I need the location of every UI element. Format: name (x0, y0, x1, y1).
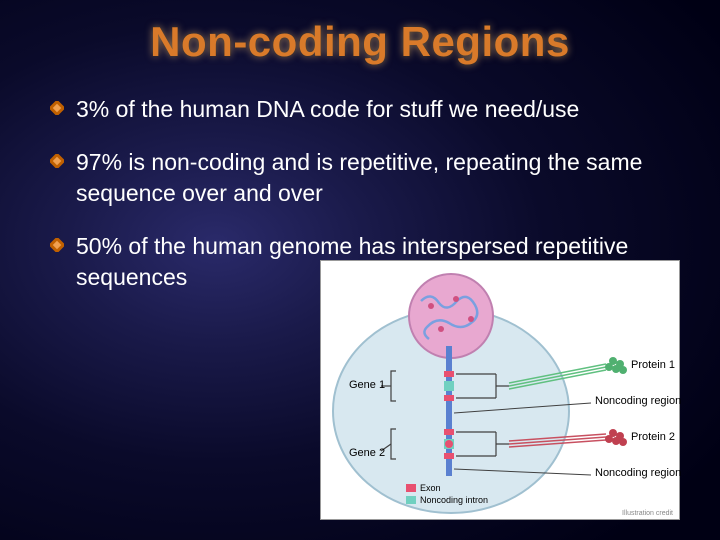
slide-title: Non-coding Regions (0, 0, 720, 66)
bullet-icon (50, 101, 64, 120)
protein1-label: Protein 1 (631, 359, 675, 371)
noncoding2-label: Noncoding region (595, 467, 681, 479)
bullet-text: 3% of the human DNA code for stuff we ne… (76, 94, 579, 125)
legend-swatch-exon (406, 484, 416, 492)
gene2-label: Gene 2 (349, 447, 385, 459)
diagram-legend: Exon Noncoding intron (406, 483, 488, 507)
noncoding1-label: Noncoding region (595, 395, 681, 407)
legend-label: Exon (420, 483, 441, 493)
diagram-credit: Illustration credit (622, 510, 673, 517)
legend-item: Noncoding intron (406, 495, 488, 505)
list-item: 97% is non-coding and is repetitive, rep… (50, 147, 680, 209)
list-item: 3% of the human DNA code for stuff we ne… (50, 94, 680, 125)
gene-diagram: Gene 1 Gene 2 Protein 1 Protein 2 Noncod… (320, 260, 680, 520)
legend-swatch-intron (406, 496, 416, 504)
legend-label: Noncoding intron (420, 495, 488, 505)
legend-item: Exon (406, 483, 488, 493)
bullet-icon (50, 238, 64, 257)
diagram-svg (321, 261, 681, 521)
gene1-label: Gene 1 (349, 379, 385, 391)
bullet-text: 97% is non-coding and is repetitive, rep… (76, 147, 680, 209)
bullet-icon (50, 154, 64, 173)
protein2-label: Protein 2 (631, 431, 675, 443)
